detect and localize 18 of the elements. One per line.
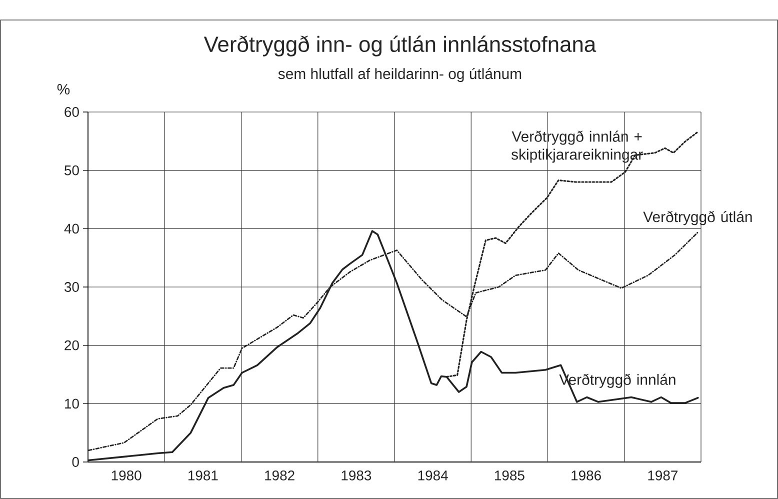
y-tick-label: 30 [64, 282, 79, 292]
y-tick-label: 0 [72, 457, 79, 467]
x-tick-label: 1983 [342, 470, 372, 480]
x-tick-label: 1986 [572, 470, 601, 480]
x-tick-label: 1985 [494, 470, 524, 480]
x-tick-label: 1981 [188, 470, 218, 480]
x-tick-label: 1980 [112, 470, 142, 480]
y-tick-label: 40 [64, 224, 79, 234]
x-tick-label: 1987 [648, 470, 678, 480]
y-tick-label: 50 [64, 165, 79, 176]
chart-subtitle: sem hlutfall af heildarinn- og útlánum [278, 68, 522, 82]
y-tick-label: 20 [64, 340, 79, 350]
y-axis-title: % [57, 84, 70, 94]
x-tick-label: 1984 [418, 470, 448, 480]
y-tick-label: 10 [65, 398, 79, 409]
chart-title: Verðtryggð inn- og útlán innlánsstofnana [204, 36, 596, 56]
y-tick-label: 60 [64, 107, 79, 117]
x-tick-label: 1982 [265, 470, 294, 480]
